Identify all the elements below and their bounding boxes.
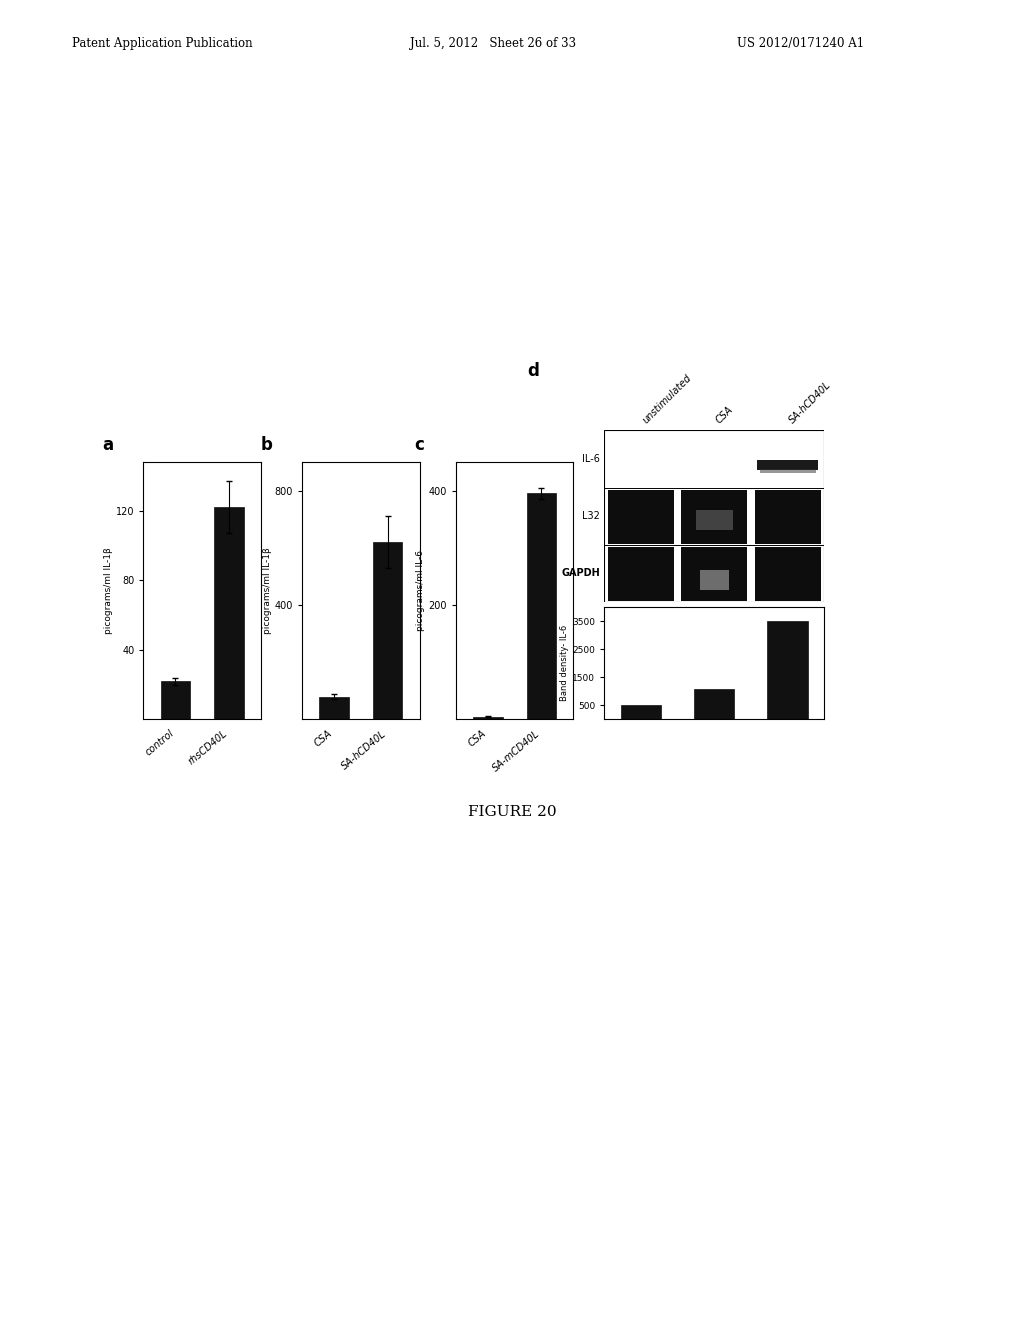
FancyBboxPatch shape (674, 490, 681, 544)
FancyBboxPatch shape (674, 546, 681, 601)
FancyBboxPatch shape (755, 490, 820, 544)
Bar (694, 689, 734, 719)
Text: unstimulated: unstimulated (641, 374, 693, 426)
Text: Patent Application Publication: Patent Application Publication (72, 37, 252, 50)
FancyBboxPatch shape (755, 546, 820, 601)
Text: d: d (527, 362, 539, 380)
Text: a: a (102, 436, 114, 454)
FancyBboxPatch shape (757, 461, 818, 470)
Bar (214, 507, 244, 719)
Text: b: b (261, 436, 272, 454)
Text: GAPDH: GAPDH (561, 569, 600, 578)
Text: CSA: CSA (715, 405, 735, 426)
Bar (319, 697, 349, 719)
FancyBboxPatch shape (748, 490, 755, 544)
FancyBboxPatch shape (699, 570, 729, 590)
Text: Jul. 5, 2012   Sheet 26 of 33: Jul. 5, 2012 Sheet 26 of 33 (410, 37, 575, 50)
Bar (373, 543, 402, 719)
Y-axis label: picograms/ml IL-1β: picograms/ml IL-1β (263, 548, 272, 634)
Bar (473, 717, 503, 719)
FancyBboxPatch shape (604, 430, 824, 602)
FancyBboxPatch shape (696, 511, 732, 531)
Y-axis label: picograms/ml IL-6: picograms/ml IL-6 (417, 550, 425, 631)
FancyBboxPatch shape (681, 546, 748, 601)
FancyBboxPatch shape (608, 546, 674, 601)
Y-axis label: picograms/ml IL-1β: picograms/ml IL-1β (104, 548, 113, 634)
Text: US 2012/0171240 A1: US 2012/0171240 A1 (737, 37, 864, 50)
FancyBboxPatch shape (760, 469, 815, 473)
Bar (161, 681, 190, 719)
Text: c: c (415, 436, 424, 454)
Text: FIGURE 20: FIGURE 20 (468, 805, 556, 818)
Bar (526, 494, 556, 719)
Text: IL-6: IL-6 (582, 454, 600, 463)
FancyBboxPatch shape (681, 490, 748, 544)
Bar (767, 622, 808, 719)
Text: SA-hCD40L: SA-hCD40L (787, 380, 834, 426)
Bar (621, 705, 662, 719)
FancyBboxPatch shape (748, 546, 755, 601)
Text: L32: L32 (582, 511, 600, 521)
FancyBboxPatch shape (608, 490, 674, 544)
Y-axis label: Band density- IL-6: Band density- IL-6 (560, 626, 569, 701)
